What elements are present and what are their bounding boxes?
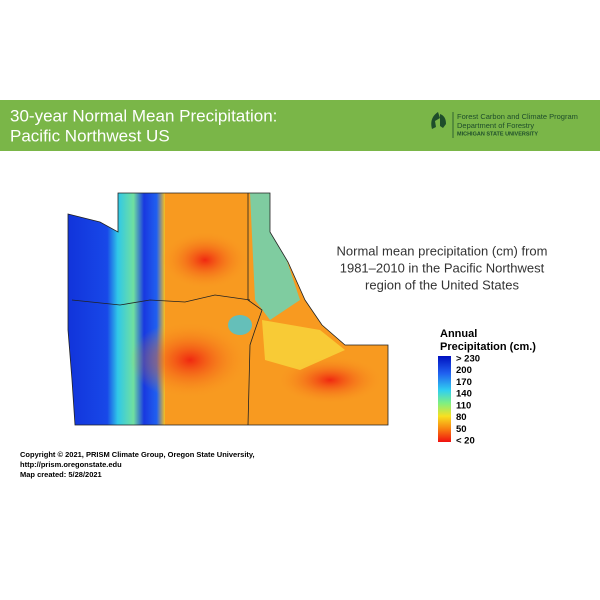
legend-label: 200: [456, 365, 472, 376]
legend-label: 110: [456, 400, 471, 411]
legend-label: 50: [456, 424, 467, 435]
logo-text: Department of Forestry: [457, 121, 534, 130]
legend-label: 170: [456, 377, 472, 388]
logo-icon: [431, 112, 446, 129]
state-boundaries: [67, 192, 389, 426]
description: Normal mean precipitation (cm) from: [337, 243, 548, 258]
credit: Map created: 5/28/2021: [20, 470, 102, 479]
header-banner: [0, 100, 600, 151]
credit: Copyright © 2021, PRISM Climate Group, O…: [20, 450, 255, 459]
logo-text: Forest Carbon and Climate Program: [457, 112, 578, 121]
logo-text: MICHIGAN STATE UNIVERSITY: [457, 131, 538, 137]
legend-label: < 20: [456, 436, 475, 447]
legend-title: Annual: [440, 328, 477, 340]
credit: http://prism.oregonstate.edu: [20, 460, 122, 469]
precipitation-map: [68, 193, 388, 425]
title-line: 30-year Normal Mean Precipitation:: [10, 106, 277, 125]
legend-label: > 230: [456, 354, 480, 365]
legend-label: 140: [456, 389, 472, 400]
description: region of the United States: [365, 277, 519, 292]
description: 1981–2010 in the Pacific Northwest: [340, 260, 545, 275]
legend-title: Precipitation (cm.): [440, 341, 536, 353]
legend-label: 80: [456, 412, 467, 423]
title-line: Pacific Northwest US: [10, 126, 170, 145]
legend-colorbar: [438, 356, 451, 442]
